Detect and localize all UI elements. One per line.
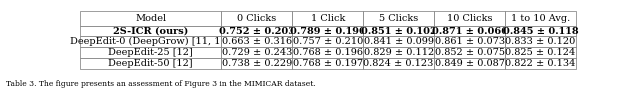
Text: Table 3. The figure presents an assessment of Figure 3 in the MIMICAR dataset.: Table 3. The figure presents an assessme… [6,80,316,88]
